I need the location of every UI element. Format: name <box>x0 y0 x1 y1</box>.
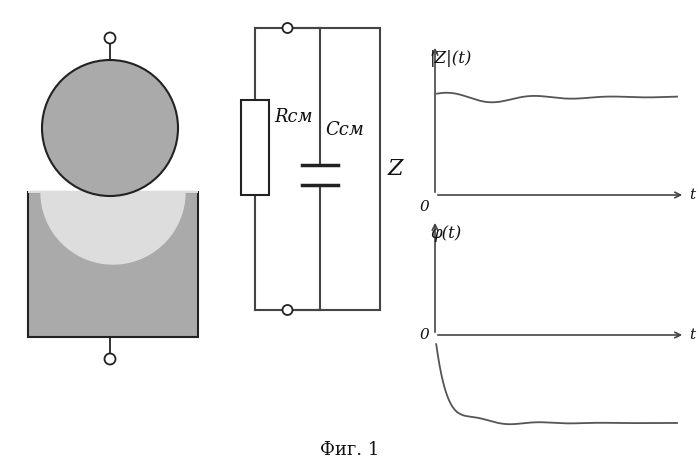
Text: Фиг. 1: Фиг. 1 <box>320 441 380 459</box>
Circle shape <box>104 353 115 364</box>
Text: t: t <box>689 188 695 202</box>
Circle shape <box>282 305 292 315</box>
Circle shape <box>282 23 292 33</box>
Polygon shape <box>28 192 198 264</box>
Text: Cсм: Cсм <box>325 121 363 139</box>
Bar <box>28 192 198 337</box>
Circle shape <box>104 32 115 44</box>
Text: 0: 0 <box>419 200 429 214</box>
Text: 0: 0 <box>419 328 429 342</box>
Text: |Z|(t): |Z|(t) <box>430 50 473 67</box>
Text: φ(t): φ(t) <box>430 225 461 242</box>
Bar <box>241 100 269 195</box>
Circle shape <box>42 60 178 196</box>
Text: Z: Z <box>388 158 403 180</box>
Text: Rсм: Rсм <box>274 108 312 126</box>
Text: t: t <box>689 328 695 342</box>
